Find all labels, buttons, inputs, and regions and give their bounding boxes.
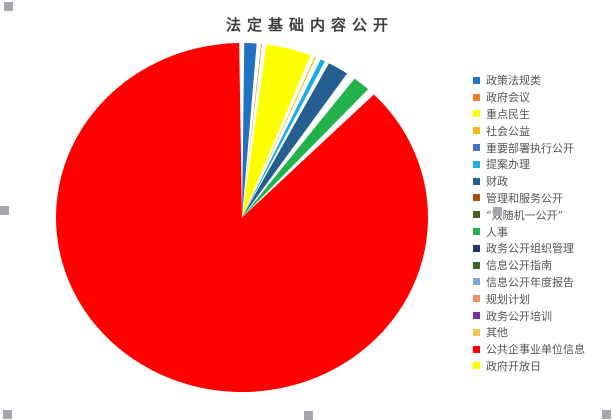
legend-marker-icon bbox=[473, 211, 480, 219]
legend-item-7[interactable]: 管理和服务公开 bbox=[473, 190, 611, 207]
legend-label: 政府会议 bbox=[486, 91, 530, 105]
pie-slice-2[interactable] bbox=[242, 44, 311, 218]
legend-marker-icon bbox=[473, 93, 480, 101]
legend-marker-icon bbox=[473, 244, 480, 252]
resize-handle-bottom-right[interactable] bbox=[602, 410, 611, 419]
legend-marker-icon bbox=[473, 127, 480, 135]
legend-marker-icon bbox=[473, 194, 480, 202]
legend-marker-icon bbox=[473, 177, 480, 185]
resize-handle-top-left[interactable] bbox=[4, 2, 13, 11]
legend-label: 人事 bbox=[486, 225, 508, 239]
legend: 政策法规类政府会议重点民生社会公益重要部署执行公开 提案办理财政管理和服务公开 “双… bbox=[473, 72, 611, 374]
legend-marker-icon bbox=[473, 110, 480, 118]
legend-item-8[interactable]: “双随机一公开” bbox=[473, 206, 611, 223]
legend-item-15[interactable]: 其他 bbox=[473, 324, 611, 341]
legend-marker-icon bbox=[473, 295, 480, 303]
chart-title[interactable]: 法定基础内容公开 bbox=[225, 16, 394, 34]
pie-slice-1[interactable] bbox=[242, 43, 262, 218]
pie-slice-9[interactable] bbox=[242, 78, 369, 218]
legend-label: 政府开放日 bbox=[486, 359, 541, 373]
legend-item-13[interactable]: 规划计划 bbox=[473, 290, 611, 307]
legend-marker-icon bbox=[473, 345, 480, 353]
legend-marker-icon bbox=[473, 261, 480, 269]
legend-item-5[interactable]: 提案办理 bbox=[473, 156, 611, 173]
legend-item-4[interactable]: 重要部署执行公开 bbox=[473, 139, 611, 156]
legend-label: 政务公开培训 bbox=[486, 309, 552, 323]
legend-label: 财政 bbox=[486, 175, 508, 189]
legend-item-0[interactable]: 政策法规类 bbox=[473, 72, 611, 89]
legend-marker-icon bbox=[473, 278, 480, 286]
resize-handle-middle-right[interactable] bbox=[493, 207, 502, 216]
pie-slice-0[interactable] bbox=[242, 43, 257, 218]
legend-item-3[interactable]: 社会公益 bbox=[473, 122, 611, 139]
legend-label: 政务公开组织管理 bbox=[486, 242, 574, 256]
legend-label: 规划计划 bbox=[486, 292, 530, 306]
legend-label: 信息公开指南 bbox=[486, 259, 552, 273]
legend-item-10[interactable]: 政务公开组织管理 bbox=[473, 240, 611, 257]
pie-slice-5[interactable] bbox=[242, 59, 325, 218]
legend-marker-icon bbox=[473, 312, 480, 320]
pie-slice-3[interactable] bbox=[242, 56, 316, 218]
legend-label: 社会公益 bbox=[486, 124, 530, 138]
legend-item-12[interactable]: 信息公开年度报告 bbox=[473, 274, 611, 291]
legend-item-11[interactable]: 信息公开指南 bbox=[473, 257, 611, 274]
pie-slice-6[interactable] bbox=[242, 63, 348, 218]
legend-item-14[interactable]: 政务公开培训 bbox=[473, 307, 611, 324]
legend-item-6[interactable]: 财政 bbox=[473, 173, 611, 190]
legend-item-17[interactable]: 政府开放日 bbox=[473, 358, 611, 375]
resize-handle-middle-left[interactable] bbox=[0, 206, 9, 215]
legend-label: 信息公开年度报告 bbox=[486, 275, 574, 289]
legend-label: 提案办理 bbox=[486, 158, 530, 172]
legend-item-2[interactable]: 重点民生 bbox=[473, 106, 611, 123]
legend-label: 其他 bbox=[486, 326, 508, 340]
legend-item-1[interactable]: 政府会议 bbox=[473, 89, 611, 106]
legend-label: “双随机一公开” bbox=[486, 208, 564, 222]
legend-label: 重要部署执行公开 bbox=[486, 141, 574, 155]
resize-handle-bottom-left[interactable] bbox=[3, 410, 12, 419]
legend-marker-icon bbox=[473, 160, 480, 168]
legend-marker-icon bbox=[473, 76, 480, 84]
legend-item-9[interactable]: 人事 bbox=[473, 223, 611, 240]
legend-marker-icon bbox=[473, 328, 480, 336]
legend-marker-icon bbox=[473, 228, 480, 236]
resize-handle-bottom-center[interactable] bbox=[304, 411, 313, 420]
legend-marker-icon bbox=[473, 144, 480, 152]
legend-marker-icon bbox=[473, 362, 480, 370]
legend-label: 政策法规类 bbox=[486, 74, 541, 88]
legend-label: 公共企事业单位信息 bbox=[486, 343, 585, 357]
legend-item-16[interactable]: 公共企事业单位信息 bbox=[473, 341, 611, 358]
pie-slice-16[interactable] bbox=[56, 43, 429, 392]
legend-label: 重点民生 bbox=[486, 107, 530, 121]
legend-label: 管理和服务公开 bbox=[486, 191, 563, 205]
